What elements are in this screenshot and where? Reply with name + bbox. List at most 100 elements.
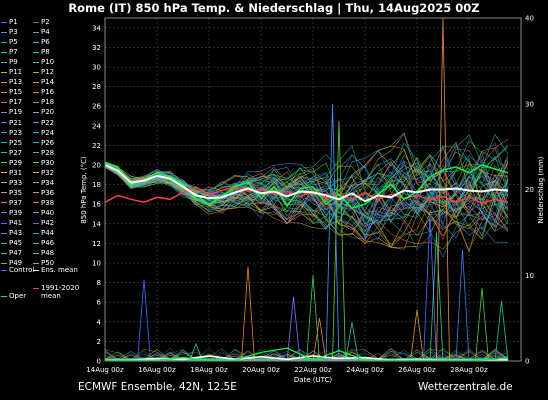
legend-label: P30 (41, 158, 55, 167)
legend-label: P10 (41, 58, 55, 67)
legend-item: P36 (33, 189, 54, 197)
precip-spike (475, 288, 489, 362)
legend-swatch (1, 212, 7, 214)
y-right-tick-label: 0 (525, 358, 529, 366)
legend-item: P19 (1, 108, 22, 116)
legend-swatch (33, 152, 39, 154)
legend-item: P34 (33, 179, 54, 187)
legend-swatch (1, 31, 7, 33)
precip-spike (494, 300, 509, 362)
right-axis-ticks: 0 10 20 30 40 (525, 15, 534, 366)
y-tick-label: 32 (92, 44, 101, 52)
legend-swatch (33, 232, 39, 234)
legend-label: P11 (9, 68, 23, 77)
chart-title: Rome (IT) 850 hPa Temp. & Niederschlag |… (68, 1, 480, 15)
legend-label: P50 (41, 259, 55, 268)
member-line (104, 154, 509, 236)
legend-label: Ens. mean (41, 266, 78, 274)
legend-item: P48 (33, 249, 54, 257)
legend-swatch (33, 91, 39, 93)
legend-item: P24 (33, 129, 54, 137)
legend-item: P11 (1, 68, 22, 76)
y-tick-label: 10 (92, 260, 101, 268)
legend-item: P26 (33, 139, 54, 147)
legend-swatch (33, 71, 39, 73)
legend-swatch (1, 41, 7, 43)
legend-swatch (33, 41, 39, 43)
legend-swatch (1, 152, 7, 154)
legend-label: P1 (9, 18, 18, 26)
precip-spike (332, 120, 346, 362)
legend-swatch (1, 182, 7, 184)
x-tick-label: 18Aug 00z (190, 366, 228, 374)
y-right-tick-label: 20 (525, 186, 534, 194)
legend: P1 P2 P3 P4 P5 P6 P7 P8 P9 P10 P11 P12 P13 P14 P15 P16 P… (0, 18, 105, 308)
legend-label: P37 (9, 198, 23, 207)
legend-label: P23 (9, 128, 23, 137)
legend-item: P16 (33, 88, 54, 96)
legend-item: P14 (33, 78, 54, 86)
legend-label: P24 (41, 128, 55, 137)
legend-swatch (33, 51, 39, 53)
y-tick-label: 4 (97, 318, 102, 326)
legend-swatch (1, 91, 7, 93)
legend-item: P9 (1, 58, 18, 66)
legend-swatch (1, 81, 7, 83)
x-tick-label: 20Aug 00z (242, 366, 280, 374)
y-tick-label: 18 (92, 181, 101, 189)
legend-label: P47 (9, 249, 23, 258)
legend-item: P25 (1, 139, 22, 147)
legend-item: P13 (1, 78, 22, 86)
legend-swatch (1, 242, 7, 244)
legend-item: P31 (1, 169, 22, 177)
legend-item: P30 (33, 159, 54, 167)
legend-label: Control (9, 266, 35, 274)
legend-swatch (33, 111, 39, 113)
y-right-tick-label: 40 (525, 15, 534, 23)
legend-swatch (1, 61, 7, 63)
legend-swatch (1, 295, 7, 297)
legend-swatch (33, 212, 39, 214)
precip-spike (312, 318, 327, 362)
precip-spike (423, 215, 437, 362)
legend-item: P10 (33, 58, 54, 66)
legend-item: P50 (33, 259, 54, 267)
x-tick-label: 22Aug 00z (294, 366, 332, 374)
legend-swatch (33, 142, 39, 144)
legend-swatch (33, 21, 39, 23)
legend-item: P42 (33, 219, 54, 227)
legend-item: P17 (1, 98, 22, 106)
legend-item: P4 (33, 28, 50, 36)
x-axis-label: Date (UTC) (294, 376, 333, 384)
legend-label: P6 (41, 38, 50, 47)
legend-swatch (1, 21, 7, 23)
legend-swatch (1, 71, 7, 73)
legend-item: P39 (1, 209, 22, 217)
legend-swatch (1, 232, 7, 234)
legend-item: P29 (1, 159, 22, 167)
legend-item: Control (1, 266, 34, 274)
legend-label: P39 (9, 208, 23, 217)
legend-item: Ens. mean (33, 266, 78, 274)
legend-item: P33 (1, 179, 22, 187)
legend-label: P18 (41, 98, 55, 107)
legend-label: P35 (9, 188, 23, 197)
member-line (104, 162, 509, 240)
x-axis-ticks: 14Aug 00z 16Aug 00z 18Aug 00z 20Aug 00z 22Au… (86, 366, 488, 374)
legend-swatch (33, 182, 39, 184)
legend-label: P19 (9, 108, 23, 117)
legend-label: 1991-2020 mean (41, 284, 80, 300)
legend-swatch (33, 287, 39, 289)
legend-item: P38 (33, 199, 54, 207)
legend-label: P25 (9, 138, 23, 147)
legend-label: P5 (9, 38, 18, 47)
legend-item: P37 (1, 199, 22, 207)
precip-spike (137, 279, 151, 362)
legend-swatch (1, 162, 7, 164)
member-line (104, 156, 509, 225)
legend-label: P32 (41, 168, 55, 177)
legend-swatch (1, 122, 7, 123)
legend-label: P41 (9, 219, 23, 227)
